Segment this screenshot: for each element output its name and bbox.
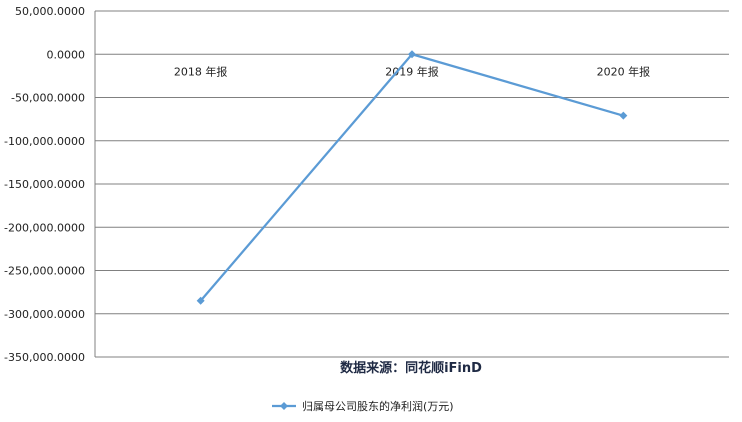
data-points — [196, 50, 628, 305]
x-axis-category-labels: 2018 年报 2019 年报 2020 年报 — [174, 64, 650, 78]
y-tick-label: -350,000.0000 — [4, 351, 85, 364]
y-tick-label: -250,000.0000 — [4, 265, 85, 278]
series-line — [199, 53, 624, 302]
x-category-label: 2020 年报 — [597, 64, 651, 78]
legend: 归属母公司股东的净利润(万元) — [272, 399, 454, 413]
gridlines — [94, 10, 729, 358]
legend-diamond-marker — [280, 402, 288, 410]
y-tick-label: -50,000.0000 — [11, 92, 85, 105]
y-tick-label: -300,000.0000 — [4, 308, 85, 321]
y-axis-tick-labels: 50,000.0000 0.0000 -50,000.0000 -100,000.00… — [4, 5, 85, 364]
x-category-label: 2019 年报 — [385, 64, 439, 78]
y-tick-label: -200,000.0000 — [4, 221, 85, 234]
data-point-marker — [196, 296, 205, 305]
x-category-label: 2018 年报 — [174, 64, 228, 78]
y-tick-label: -100,000.0000 — [4, 135, 85, 148]
series-lines — [199, 53, 624, 302]
legend-series-label: 归属母公司股东的净利润(万元) — [302, 399, 454, 413]
data-point-marker — [408, 50, 416, 59]
y-tick-label: 0.0000 — [47, 48, 86, 61]
data-source-label: 数据来源：同花顺iFinD — [340, 360, 482, 376]
y-tick-label: -150,000.0000 — [4, 178, 85, 191]
data-point-marker — [619, 111, 628, 120]
y-tick-label: 50,000.0000 — [15, 5, 85, 18]
